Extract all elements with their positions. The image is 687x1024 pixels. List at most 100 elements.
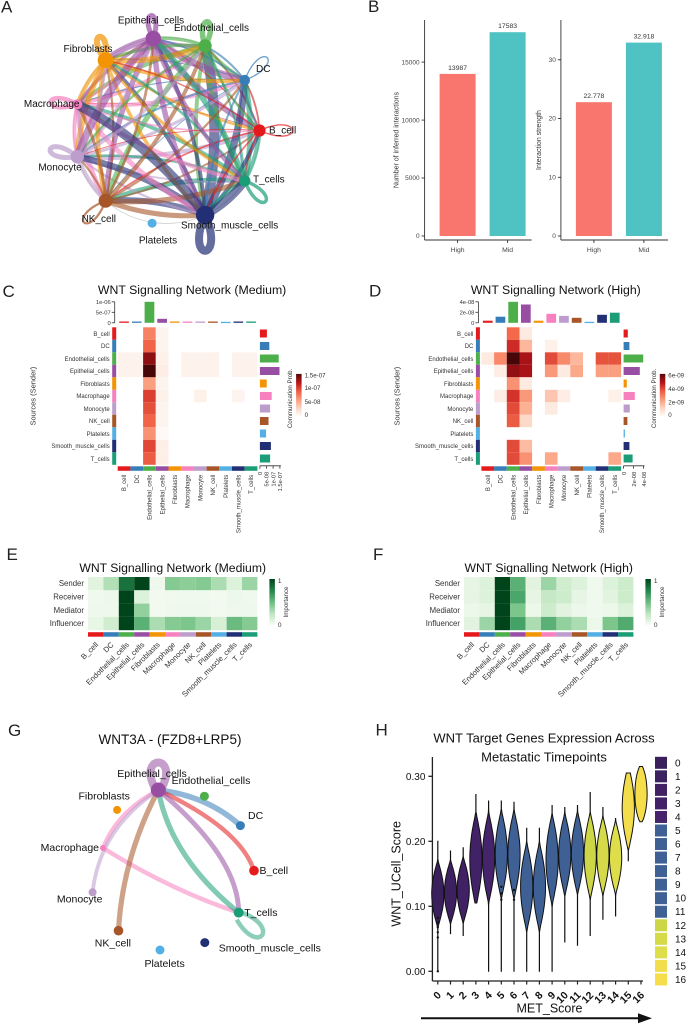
svg-text:6: 6 [675,840,681,851]
svg-text:B_cell: B_cell [122,475,128,491]
svg-text:2e-09: 2e-09 [668,399,684,406]
svg-text:Communication Prob.: Communication Prob. [287,368,294,428]
svg-text:E: E [7,545,18,564]
svg-text:T_cells: T_cells [253,175,285,186]
svg-text:16: 16 [675,975,687,986]
svg-text:10: 10 [675,894,687,905]
svg-text:0: 0 [258,472,264,475]
svg-text:15: 15 [675,961,687,972]
svg-text:6e-09: 6e-09 [668,373,684,380]
svg-text:0: 0 [305,412,309,419]
svg-text:Macrophage: Macrophage [41,842,100,854]
svg-text:A: A [1,0,13,16]
svg-text:NK_cell: NK_cell [211,475,217,496]
svg-text:WNT Signalling Network (Medium: WNT Signalling Network (Medium) [79,561,266,575]
svg-text:Epithelial_cells: Epithelial_cells [434,369,474,375]
svg-text:5e-08: 5e-08 [265,472,271,487]
svg-text:8: 8 [675,867,681,878]
svg-text:4e-08: 4e-08 [460,300,475,306]
svg-text:12: 12 [675,921,687,932]
svg-text:Smooth_muscle_cells: Smooth_muscle_cells [415,444,473,450]
svg-text:Interaction strength: Interaction strength [536,110,543,170]
svg-text:Smooth_muscle_cells: Smooth_muscle_cells [237,475,243,533]
svg-text:B_cell: B_cell [457,332,473,338]
svg-text:High: High [451,247,465,254]
svg-text:5: 5 [675,826,681,837]
svg-text:Platelets: Platelets [224,475,230,498]
svg-text:Mid: Mid [502,247,513,254]
svg-text:Smooth_muscle_cells: Smooth_muscle_cells [51,444,109,450]
svg-text:4e-08: 4e-08 [642,472,648,487]
svg-text:2e-08: 2e-08 [632,472,638,487]
svg-text:Fibroblasts: Fibroblasts [79,790,130,802]
svg-text:5000: 5000 [405,175,420,182]
svg-text:High: High [587,247,601,254]
svg-text:H: H [376,721,388,740]
svg-text:Endothelial_cells: Endothelial_cells [174,23,249,34]
svg-text:WNT Target Genes Expression Ac: WNT Target Genes Expression Across [433,731,655,746]
svg-text:20: 20 [549,116,557,123]
svg-text:0: 0 [278,622,282,629]
svg-text:5e-07: 5e-07 [96,310,111,316]
svg-text:Metastatic Timepoints: Metastatic Timepoints [481,750,607,765]
svg-text:Mediator: Mediator [430,606,461,615]
svg-text:15000: 15000 [402,59,420,66]
svg-text:G: G [8,721,21,740]
svg-text:Mid: Mid [638,247,649,254]
svg-text:NK_cell: NK_cell [453,419,474,425]
svg-text:Epithelial_cells: Epithelial_cells [70,369,110,375]
svg-text:Macrophage: Macrophage [76,394,110,400]
svg-text:Macrophage: Macrophage [24,99,80,110]
svg-text:10000: 10000 [402,117,420,124]
svg-text:1e-07: 1e-07 [305,385,321,392]
svg-text:14: 14 [675,948,687,959]
svg-text:1e-06: 1e-06 [96,300,111,306]
svg-text:Communication Prob.: Communication Prob. [651,368,658,428]
svg-text:1: 1 [675,772,681,783]
svg-text:Fibroblasts: Fibroblasts [64,44,113,55]
svg-text:DC: DC [499,474,505,483]
svg-text:32.918: 32.918 [634,34,655,41]
svg-text:Epithelial_cells: Epithelial_cells [117,768,186,780]
svg-text:0: 0 [622,472,628,475]
svg-text:C: C [3,282,15,301]
svg-text:Fibroblasts: Fibroblasts [444,382,473,388]
svg-text:Sources (Sender): Sources (Sender) [392,366,401,425]
svg-text:13: 13 [675,934,687,945]
svg-text:13987: 13987 [448,65,467,72]
svg-text:Platelets: Platelets [588,475,594,498]
svg-text:Number of inferred interaction: Number of inferred interactions [394,91,401,188]
svg-text:Receiver: Receiver [53,593,84,602]
svg-text:0.10: 0.10 [406,902,426,913]
svg-text:Importance: Importance [283,586,290,618]
svg-text:0: 0 [668,412,672,419]
svg-text:T_cells: T_cells [249,475,255,494]
svg-text:Monocyte: Monocyte [38,163,82,174]
svg-text:Fibroblasts: Fibroblasts [80,382,109,388]
svg-text:Influencer: Influencer [50,619,85,628]
svg-text:Sender: Sender [435,579,461,588]
svg-text:17583: 17583 [498,23,517,30]
svg-text:Endothelial_cells: Endothelial_cells [65,357,110,363]
svg-text:Monocyte: Monocyte [57,893,103,905]
svg-text:Fibroblasts: Fibroblasts [537,475,543,504]
svg-text:WNT3A - (FZD8+LRP5): WNT3A - (FZD8+LRP5) [99,732,242,747]
svg-text:22.778: 22.778 [584,93,605,100]
svg-text:Epithelial_cells: Epithelial_cells [118,16,184,27]
svg-text:Platelets: Platelets [450,432,473,438]
svg-text:Platelets: Platelets [87,432,110,438]
svg-text:Endothelial_cells: Endothelial_cells [511,475,517,520]
svg-text:1: 1 [654,578,658,585]
svg-text:DC: DC [135,474,141,483]
svg-text:T_cells: T_cells [91,457,110,463]
svg-text:Endothelial_cells: Endothelial_cells [172,775,251,787]
svg-text:0: 0 [654,622,658,629]
svg-text:1.5e-07: 1.5e-07 [278,472,284,492]
svg-text:2: 2 [675,785,681,796]
svg-text:Receiver: Receiver [429,593,460,602]
svg-text:30: 30 [549,57,557,64]
svg-text:NK_cell: NK_cell [89,419,110,425]
svg-text:0.20: 0.20 [406,837,426,848]
svg-text:Macrophage: Macrophage [186,474,192,508]
svg-text:Endothelial_cells: Endothelial_cells [428,357,473,363]
